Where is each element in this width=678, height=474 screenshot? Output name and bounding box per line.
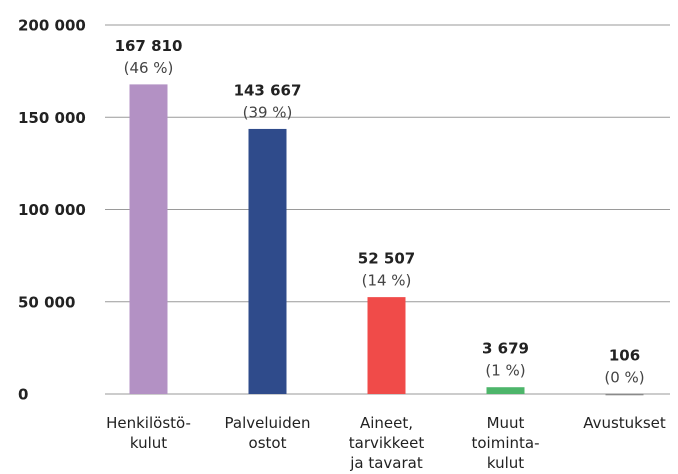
- share-label: (14 %): [362, 272, 412, 290]
- y-tick-label: 200 000: [18, 17, 86, 35]
- x-tick-label: Henkilöstö-kulut: [106, 414, 191, 452]
- share-label: (39 %): [243, 103, 293, 121]
- bar: [367, 297, 406, 394]
- value-label: 167 810: [115, 37, 183, 55]
- share-label: (46 %): [124, 59, 174, 77]
- bar: [129, 84, 168, 394]
- bar: [486, 387, 525, 394]
- y-tick-label: 0: [18, 386, 28, 404]
- y-tick-label: 100 000: [18, 201, 86, 219]
- value-label: 143 667: [234, 81, 302, 99]
- y-tick-label: 50 000: [18, 293, 75, 311]
- share-label: (0 %): [604, 368, 644, 386]
- x-tick-label: Aineet, tarvikkeet ja tavarat: [349, 414, 425, 472]
- bar: [248, 128, 287, 394]
- value-label: 106: [609, 346, 640, 364]
- x-tick-label: Muut toiminta-kulut: [472, 414, 540, 472]
- y-tick-label: 150 000: [18, 109, 86, 127]
- x-tick-label: Palveluiden ostot: [225, 414, 311, 452]
- value-label: 3 679: [482, 340, 529, 358]
- value-label: 52 507: [358, 250, 415, 268]
- x-tick-label: Avustukset: [583, 414, 666, 432]
- share-label: (1 %): [485, 362, 525, 380]
- bar: [605, 393, 644, 396]
